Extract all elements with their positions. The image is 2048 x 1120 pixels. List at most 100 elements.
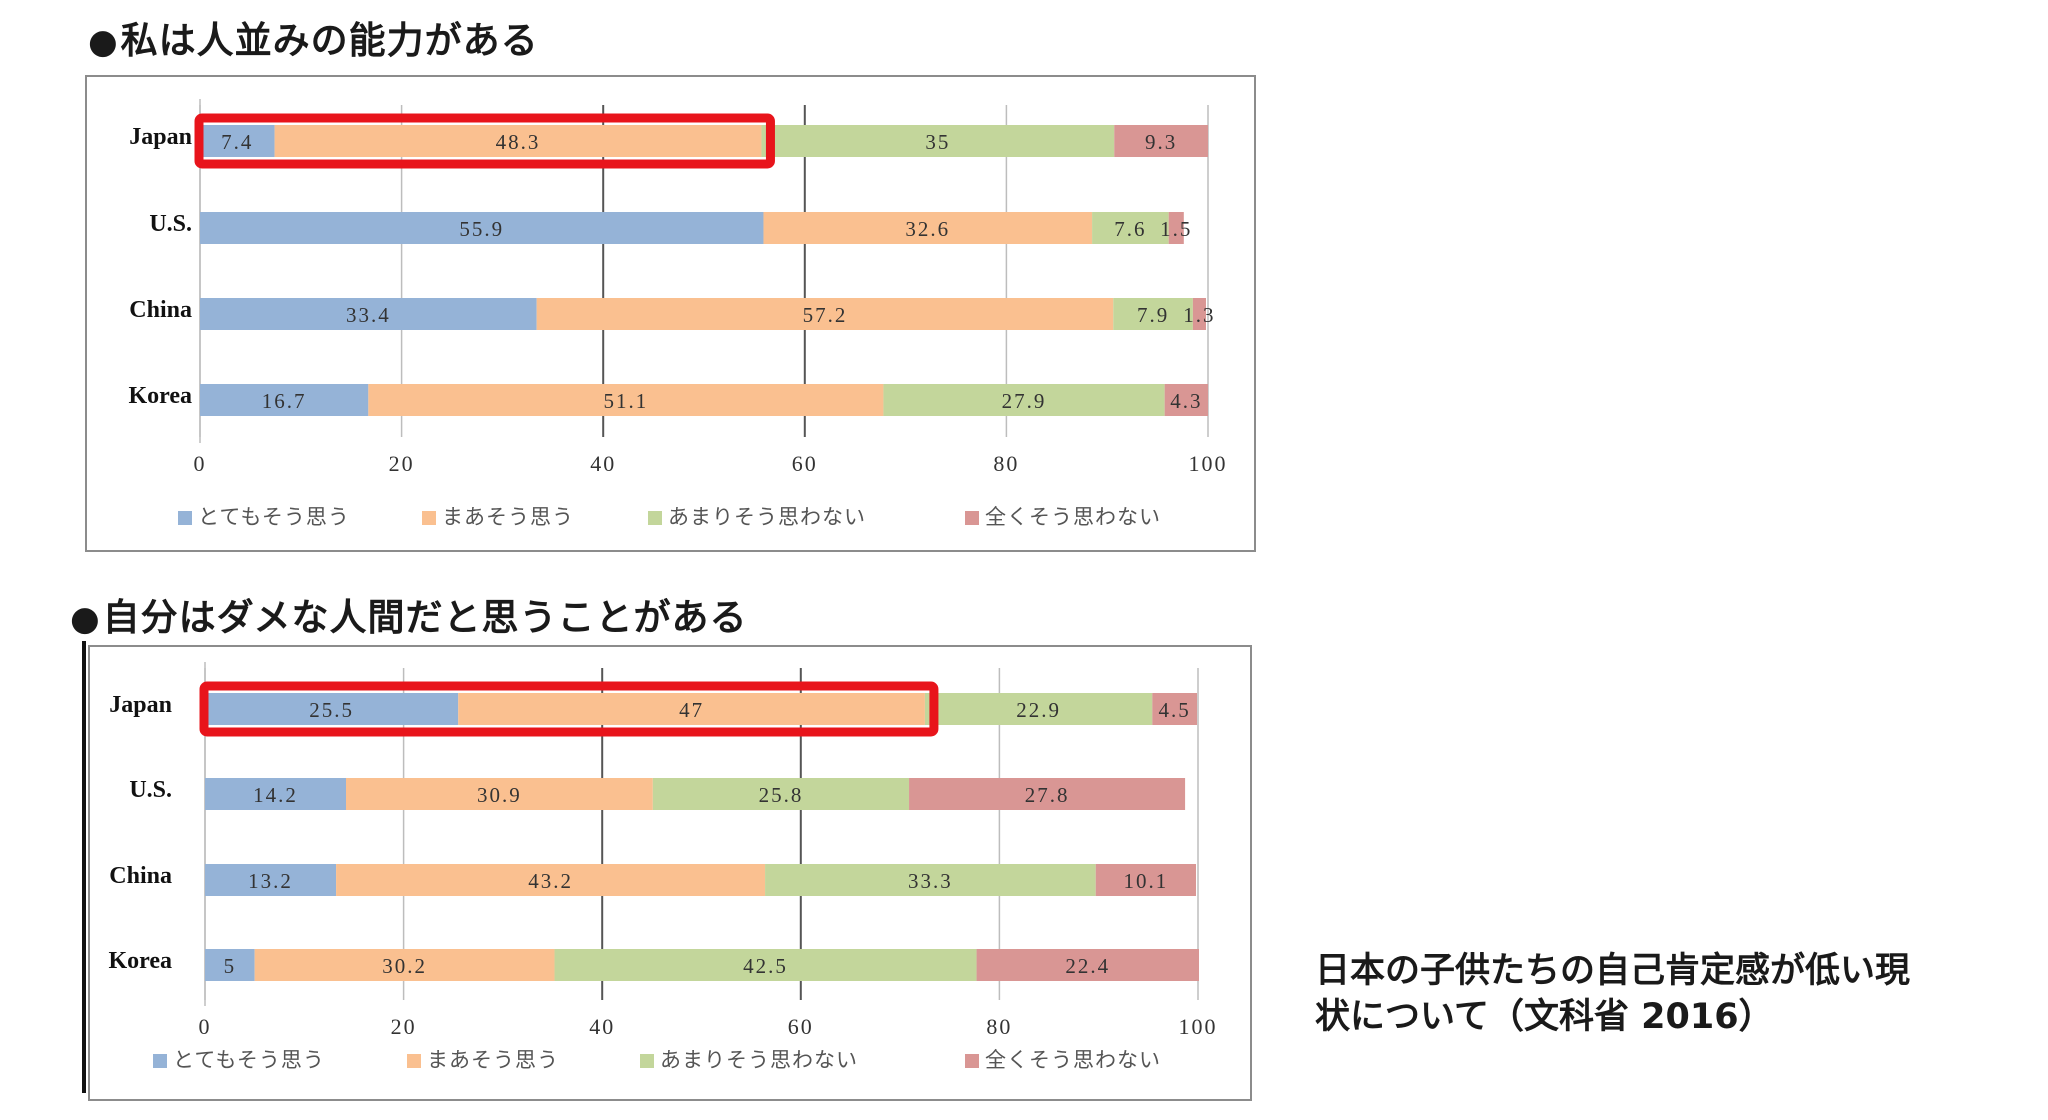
bar-segment [1164, 384, 1208, 416]
data-label: 42.5 [743, 954, 788, 978]
x-tick-label: 20 [389, 451, 415, 476]
chart-1-heading: ●私は人並みの能力がある [88, 10, 539, 64]
bar-segment [200, 298, 537, 330]
category-label: U.S. [129, 777, 172, 803]
data-label: 5 [224, 954, 237, 978]
x-tick-label: 0 [199, 1014, 212, 1039]
legend-swatch [153, 1054, 167, 1068]
highlight-box [199, 681, 939, 737]
data-label: 55.9 [459, 217, 504, 241]
legend-label: とてもそう思う [173, 1048, 325, 1072]
bar-segment [1095, 864, 1197, 896]
category-label: China [109, 863, 172, 889]
data-label: 22.9 [1016, 698, 1061, 722]
legend-swatch [640, 1054, 654, 1068]
data-label: 7.4 [221, 130, 253, 154]
data-label: 27.8 [1025, 783, 1070, 807]
bar-segment [205, 693, 459, 725]
legend-swatch [965, 511, 979, 525]
legend-swatch [178, 511, 192, 525]
bar-segment [205, 778, 347, 810]
bar-segment [274, 125, 762, 157]
data-label: 27.9 [1002, 389, 1047, 413]
x-tick-label: 20 [391, 1014, 417, 1039]
data-label: 47 [679, 698, 704, 722]
legend-label: まあそう思う [442, 505, 574, 529]
data-label: 4.3 [1170, 389, 1202, 413]
category-label: Japan [129, 124, 192, 150]
category-label: China [129, 297, 192, 323]
category-label: Korea [128, 383, 192, 409]
x-tick-label: 60 [788, 1014, 814, 1039]
data-label: 1.5 [1160, 217, 1192, 241]
legend-label: まあそう思う [427, 1048, 559, 1072]
data-label: 51.1 [604, 389, 649, 413]
bar-segment [765, 864, 1096, 896]
bar-segment [909, 778, 1186, 810]
bar-segment [554, 949, 977, 981]
legend-label: 全くそう思わない [985, 505, 1161, 529]
bar-segment [1114, 125, 1208, 157]
category-label: Japan [109, 692, 172, 718]
bar-segment [200, 384, 369, 416]
data-label: 35 [925, 130, 950, 154]
legend-label: とてもそう思う [198, 505, 350, 529]
bar-segment [652, 778, 910, 810]
bar-segment [458, 693, 925, 725]
x-tick-label: 100 [1179, 1014, 1218, 1039]
source-note-line-1: 日本の子供たちの自己肯定感が低い現 [1315, 951, 1911, 991]
bar-segment [976, 949, 1199, 981]
bar-segment [1192, 298, 1206, 330]
bar-segment [205, 864, 337, 896]
x-tick-label: 80 [993, 451, 1019, 476]
data-label: 48.3 [496, 130, 541, 154]
bar-segment [924, 693, 1153, 725]
data-label: 57.2 [803, 303, 848, 327]
data-label: 30.2 [382, 954, 427, 978]
category-label: Korea [108, 948, 172, 974]
bar-segment [205, 949, 255, 981]
bullet-icon: ● [70, 599, 101, 639]
data-label: 14.2 [253, 783, 298, 807]
highlight-box [194, 113, 775, 169]
legend-label: あまりそう思わない [660, 1048, 858, 1072]
data-label: 30.9 [477, 783, 522, 807]
data-label: 25.5 [309, 698, 354, 722]
legend-swatch [648, 511, 662, 525]
x-tick-label: 60 [792, 451, 818, 476]
data-label: 7.6 [1114, 217, 1146, 241]
legend-swatch [965, 1054, 979, 1068]
x-tick-label: 0 [194, 451, 207, 476]
bar-segment [883, 384, 1165, 416]
bar-segment [763, 212, 1093, 244]
legend-swatch [407, 1054, 421, 1068]
bar-segment [1168, 212, 1184, 244]
data-label: 4.5 [1159, 698, 1191, 722]
category-label: U.S. [149, 211, 192, 237]
bar-segment [200, 125, 275, 157]
chart-1-heading-text: 私は人並みの能力がある [120, 19, 539, 62]
source-note: 日本の子供たちの自己肯定感が低い現 状について（文科省 2016） [1315, 948, 2015, 1040]
data-label: 7.9 [1137, 303, 1169, 327]
bar-segment [346, 778, 653, 810]
data-label: 33.4 [346, 303, 391, 327]
bullet-icon: ● [88, 22, 119, 62]
legend-label: あまりそう思わない [668, 505, 866, 529]
chart-2-heading: ●自分はダメな人間だと思うことがある [70, 587, 748, 641]
source-note-line-2: 状について（文科省 2016） [1315, 997, 1774, 1037]
bar-segment [254, 949, 555, 981]
bar-segment [368, 384, 884, 416]
bar-segment [1092, 212, 1169, 244]
data-label: 16.7 [262, 389, 307, 413]
bar-segment [336, 864, 766, 896]
data-label: 13.2 [248, 869, 293, 893]
x-tick-label: 80 [986, 1014, 1012, 1039]
bar-segment [1113, 298, 1193, 330]
x-tick-label: 40 [589, 1014, 615, 1039]
data-label: 1.3 [1183, 303, 1215, 327]
legend-swatch [422, 511, 436, 525]
bar-segment [761, 125, 1115, 157]
data-label: 43.2 [528, 869, 573, 893]
